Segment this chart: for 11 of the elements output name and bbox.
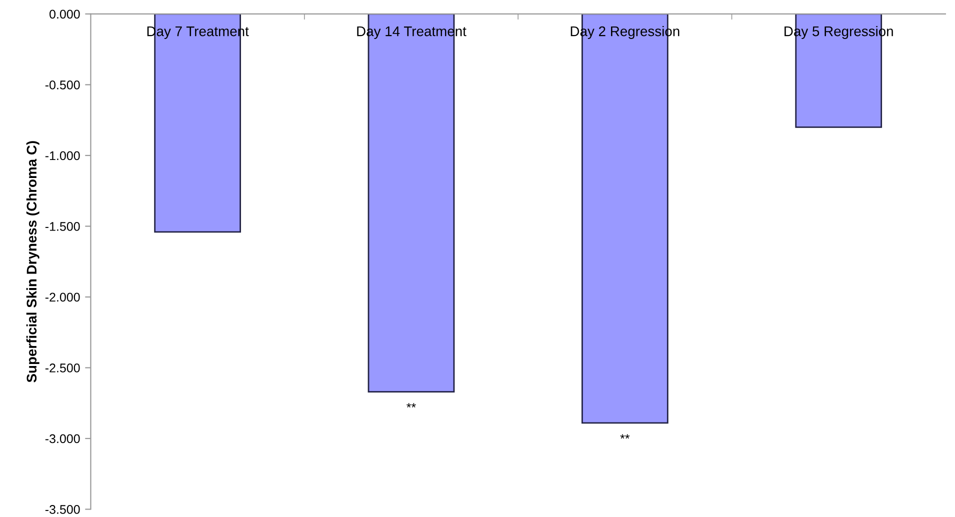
y-tick-label: -1.500 — [45, 222, 80, 231]
y-tick-label: -1.000 — [45, 151, 80, 160]
y-tick-label: -3.500 — [45, 505, 80, 514]
annotation: ** — [406, 403, 416, 408]
y-axis-title: Superficial Skin Dryness (Chroma C) — [26, 141, 40, 382]
y-tick-label: -2.500 — [45, 364, 80, 372]
y-tick-label: -0.500 — [45, 80, 80, 90]
annotation: ** — [620, 434, 630, 439]
y-tick-label: 0.000 — [50, 10, 80, 19]
y-tick-label: -2.000 — [45, 292, 80, 302]
y-tick-label: -3.000 — [45, 434, 80, 444]
